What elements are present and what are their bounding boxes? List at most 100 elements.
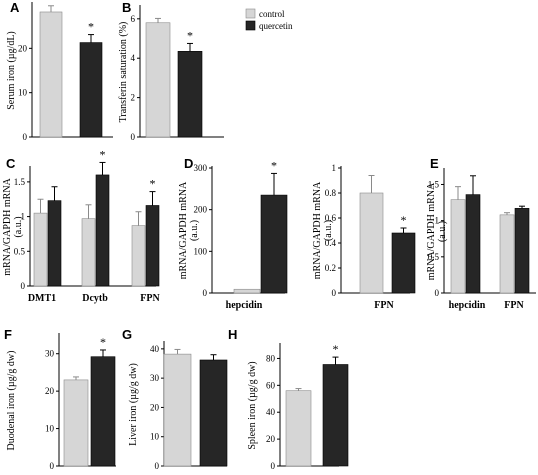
legend-label-control: control bbox=[259, 9, 285, 19]
y-axis-label: Spleen iron (µg/g dw) bbox=[247, 361, 258, 449]
y-axis-label: mRNA/GAPDH mRNA bbox=[2, 177, 13, 275]
panel-label: G bbox=[122, 327, 132, 342]
bar-quercetin-fpn bbox=[514, 208, 530, 294]
panel-d: D 0 100 200 300 mRNA/GAPDH mRNA (a.u.) * hepcidi… bbox=[178, 156, 288, 311]
y-axis-label-unit: (a.u.) bbox=[13, 216, 24, 237]
category-label: hepcidin bbox=[449, 300, 486, 311]
bar-quercetin-dmt1 bbox=[47, 200, 62, 287]
significance-marker: * bbox=[401, 213, 407, 227]
category-label: FPN bbox=[140, 293, 160, 304]
category-label: FPN bbox=[374, 300, 394, 311]
panel-d2: 0 0.2 0.4 0.6 0.8 1 mRNA/GAPDH mRNA (a.u.) * FPN bbox=[312, 163, 416, 311]
panel-label: C bbox=[6, 156, 16, 171]
panel-label: E bbox=[430, 156, 439, 171]
bar-control bbox=[39, 11, 63, 138]
bar-quercetin bbox=[199, 359, 228, 467]
y-tick-label: 80 bbox=[266, 353, 276, 363]
y-tick-label: 0 bbox=[203, 288, 208, 298]
y-tick-label: 1 bbox=[435, 216, 440, 226]
y-tick-label: 1.5 bbox=[14, 177, 26, 187]
y-tick-label: 0.2 bbox=[325, 263, 336, 273]
panel-label: B bbox=[122, 0, 131, 15]
y-tick-label: 0.5 bbox=[14, 246, 26, 256]
y-axis-label-unit: (a.u.) bbox=[189, 220, 200, 241]
y-tick-label: 1.5 bbox=[428, 179, 440, 189]
y-tick-label: 0 bbox=[50, 461, 55, 471]
y-tick-label: 0 bbox=[271, 461, 276, 471]
bar-control bbox=[63, 379, 89, 467]
y-tick-label: 2 bbox=[131, 93, 136, 103]
panel-label: F bbox=[4, 327, 12, 342]
significance-marker: * bbox=[150, 177, 156, 191]
bar-quercetin-hepcidin bbox=[260, 194, 288, 294]
bar-control-fpn bbox=[359, 192, 384, 294]
y-tick-label: 40 bbox=[150, 344, 160, 354]
y-tick-label: 60 bbox=[266, 380, 276, 390]
y-tick-label: 0.4 bbox=[325, 238, 337, 248]
y-tick-label: 0 bbox=[23, 132, 28, 142]
significance-marker: * bbox=[100, 335, 106, 349]
panel-g: G 0 10 20 30 40 Liver iron (µg/g dw) bbox=[122, 327, 228, 471]
y-tick-label: 20 bbox=[18, 43, 28, 53]
category-label: hepcidin bbox=[226, 300, 263, 311]
significance-marker: * bbox=[100, 147, 106, 161]
category-label: Dcytb bbox=[82, 293, 108, 304]
y-axis-label-unit: (a.u.) bbox=[437, 221, 448, 242]
y-tick-label: 1 bbox=[21, 212, 26, 222]
bar-quercetin-fpn bbox=[391, 232, 416, 294]
y-tick-label: 4 bbox=[131, 53, 136, 63]
y-tick-label: 300 bbox=[194, 163, 208, 173]
y-tick-label: 6 bbox=[131, 14, 136, 24]
bar-quercetin bbox=[177, 51, 203, 138]
y-tick-label: 0 bbox=[332, 288, 337, 298]
legend-label-quercetin: quercetin bbox=[259, 21, 293, 31]
y-axis-label: mRNA/GAPDH mRNA bbox=[426, 182, 437, 280]
y-axis-label: Duodenal iron (µg/g dw) bbox=[6, 351, 17, 451]
significance-marker: * bbox=[88, 20, 94, 34]
panel-label: A bbox=[10, 0, 20, 15]
y-tick-label: 0.8 bbox=[325, 188, 337, 198]
bar-control-dcytb bbox=[81, 218, 96, 287]
y-tick-label: 40 bbox=[266, 407, 276, 417]
y-tick-label: 0.5 bbox=[428, 252, 440, 262]
y-tick-label: 10 bbox=[45, 424, 55, 434]
y-tick-label: 0 bbox=[155, 461, 160, 471]
y-tick-label: 20 bbox=[45, 386, 55, 396]
y-axis-label: Serum iron (µg/dL) bbox=[6, 31, 17, 110]
y-tick-label: 30 bbox=[45, 349, 55, 359]
legend-swatch-control bbox=[245, 8, 256, 19]
bar-quercetin-fpn bbox=[145, 205, 160, 287]
significance-marker: * bbox=[271, 158, 277, 172]
bar-control-fpn bbox=[131, 225, 146, 287]
y-axis-label: mRNA/GAPDH mRNA bbox=[312, 181, 323, 279]
y-tick-label: 0 bbox=[131, 132, 136, 142]
y-axis-label-unit: (a.u.) bbox=[323, 220, 334, 241]
category-label: DMT1 bbox=[28, 293, 56, 304]
legend: control quercetin bbox=[245, 8, 293, 31]
y-tick-label: 200 bbox=[194, 205, 208, 215]
y-tick-label: 0 bbox=[21, 281, 26, 291]
bar-quercetin-hepcidin bbox=[465, 194, 481, 294]
y-tick-label: 1 bbox=[332, 163, 337, 173]
panel-f: F 0 10 20 30 Duodenal iron (µg/g dw) * bbox=[4, 327, 116, 471]
bar-control-hepcidin bbox=[450, 199, 466, 294]
bar-control bbox=[145, 22, 171, 138]
y-axis-label: Transferin saturation (%) bbox=[118, 22, 129, 123]
y-axis-label: mRNA/GAPDH mRNA bbox=[178, 181, 189, 279]
y-tick-label: 10 bbox=[150, 432, 160, 442]
panel-h: H 0 20 40 60 80 Spleen iron (µg/g dw) * bbox=[228, 327, 349, 471]
significance-marker: * bbox=[187, 28, 193, 42]
legend-swatch-quercetin bbox=[245, 20, 256, 31]
y-tick-label: 0.6 bbox=[325, 213, 337, 223]
significance-marker: * bbox=[333, 342, 339, 356]
bar-control bbox=[163, 353, 192, 467]
bar-control-dmt1 bbox=[33, 212, 48, 287]
y-tick-label: 20 bbox=[150, 402, 160, 412]
bar-quercetin bbox=[90, 356, 116, 467]
panel-label: H bbox=[228, 327, 237, 342]
